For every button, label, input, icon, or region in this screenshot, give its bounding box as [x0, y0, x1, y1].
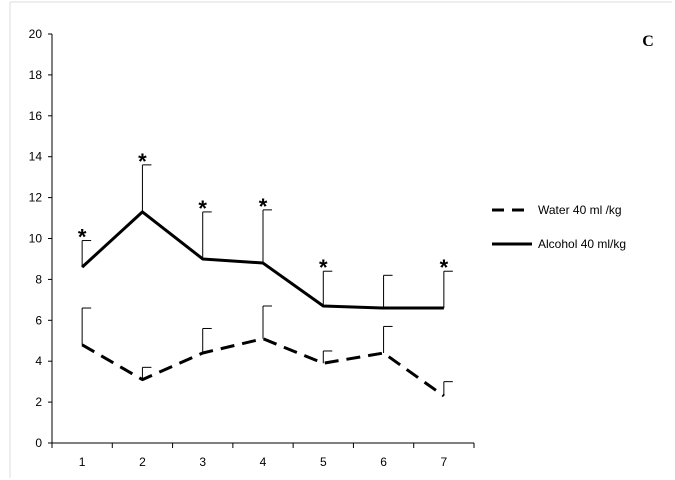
- x-tick-label: 4: [260, 455, 267, 469]
- series-lines: [81, 210, 445, 398]
- panel-letter: C: [642, 33, 654, 50]
- significance-star: *: [319, 255, 328, 280]
- y-tick-label: 10: [29, 232, 43, 246]
- significance-star: *: [259, 194, 268, 219]
- y-tick-label: 0: [35, 436, 42, 450]
- legend-label: Water 40 ml /kg: [538, 203, 622, 217]
- x-tick-label: 2: [139, 455, 146, 469]
- x-tick-label: 1: [79, 455, 86, 469]
- y-tick-label: 6: [35, 313, 42, 327]
- y-tick-label: 18: [29, 68, 43, 82]
- y-tick-label: 20: [29, 27, 43, 41]
- y-tick-label: 4: [35, 354, 42, 368]
- y-tick-label: 2: [35, 395, 42, 409]
- x-tick-label: 7: [441, 455, 448, 469]
- y-tick-label: 12: [29, 191, 43, 205]
- significance-star: *: [198, 196, 207, 221]
- y-tick-label: 14: [29, 150, 43, 164]
- frame-lines: [9, 1, 672, 478]
- significance-star: *: [78, 225, 87, 250]
- y-tick-label: 16: [29, 109, 43, 123]
- significance-star: *: [440, 255, 449, 280]
- x-tick-label: 6: [380, 455, 387, 469]
- y-tick-label: 8: [35, 272, 42, 286]
- legend-label: Alcohol 40 ml/kg: [538, 237, 626, 251]
- significance-star: *: [138, 149, 147, 174]
- x-tick-label: 3: [199, 455, 206, 469]
- error-bars: [81, 164, 453, 396]
- significance-markers: * * * * * *: [78, 149, 449, 280]
- legend: Water 40 ml /kg Alcohol 40 ml/kg: [492, 203, 626, 251]
- x-tick-label: 5: [320, 455, 327, 469]
- alcohol-series-line: [81, 210, 444, 310]
- water-series-line: [81, 337, 445, 398]
